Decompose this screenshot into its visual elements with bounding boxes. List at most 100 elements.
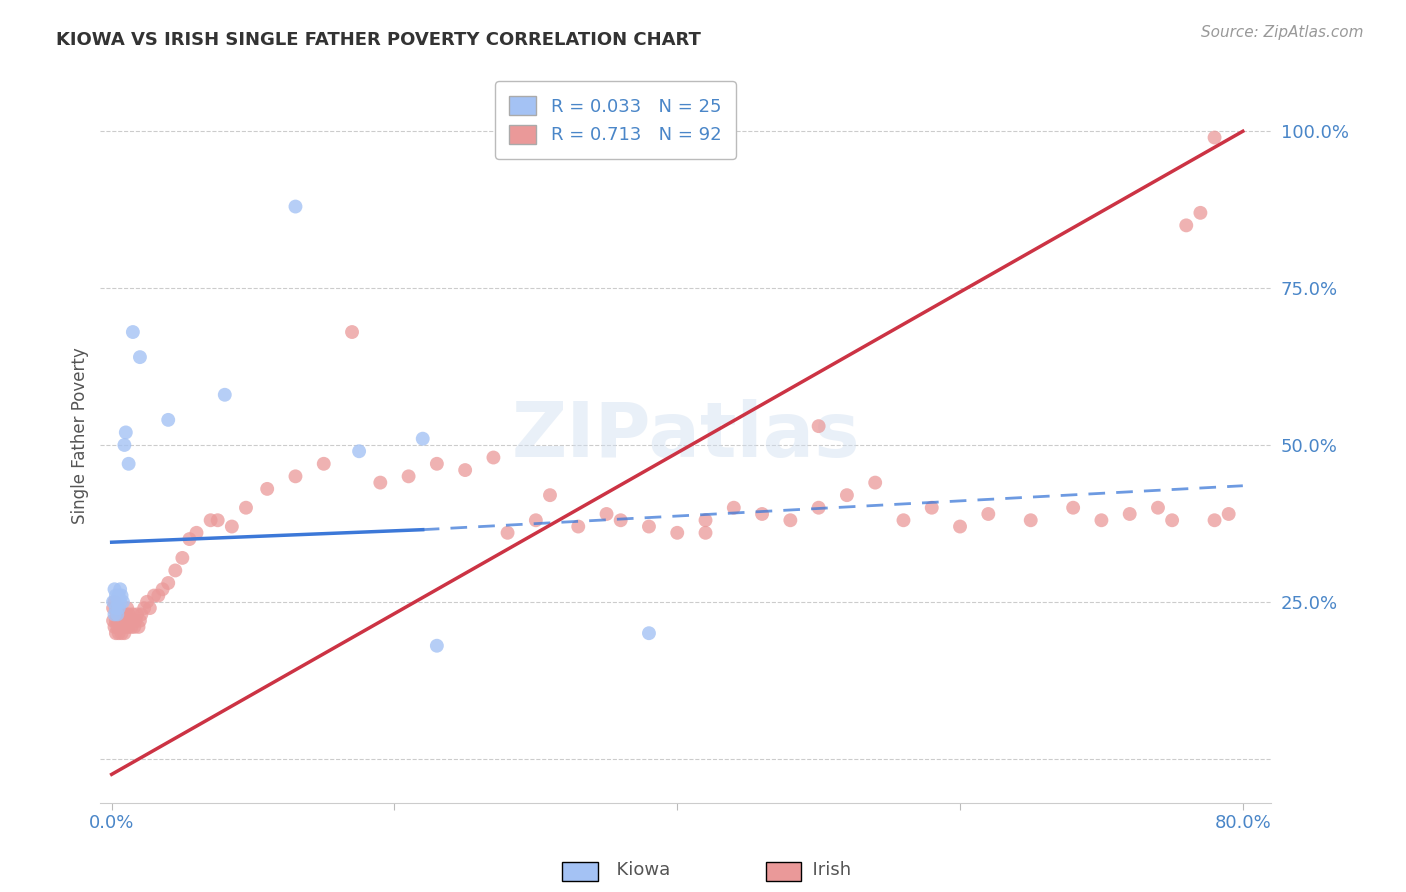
Point — [108, 595, 131, 609]
Point — [112, 614, 135, 628]
Point — [122, 325, 145, 339]
Point — [112, 626, 135, 640]
Point — [454, 463, 477, 477]
Point — [1090, 513, 1112, 527]
Point — [921, 500, 943, 515]
Text: ZIPatlas: ZIPatlas — [512, 399, 860, 473]
Point — [104, 614, 127, 628]
Point — [105, 620, 128, 634]
Point — [284, 200, 307, 214]
Point — [124, 620, 146, 634]
Point — [111, 595, 134, 609]
Point — [125, 614, 148, 628]
Point — [101, 614, 124, 628]
Point — [139, 601, 162, 615]
Point — [863, 475, 886, 490]
Point — [107, 626, 129, 640]
Point — [110, 614, 132, 628]
Point — [104, 601, 127, 615]
Point — [117, 607, 139, 622]
Point — [186, 525, 208, 540]
Point — [172, 550, 194, 565]
Point — [129, 614, 152, 628]
Point — [112, 438, 135, 452]
Point — [235, 500, 257, 515]
Point — [131, 607, 153, 622]
Point — [103, 607, 125, 622]
Point — [122, 607, 145, 622]
Point — [111, 620, 134, 634]
Point — [426, 639, 449, 653]
Point — [108, 620, 131, 634]
Point — [807, 419, 830, 434]
Point — [134, 601, 156, 615]
Point — [807, 500, 830, 515]
Point — [157, 576, 180, 591]
Point — [118, 614, 141, 628]
Point — [179, 532, 201, 546]
Point — [426, 457, 449, 471]
Point — [103, 595, 125, 609]
Y-axis label: Single Father Poverty: Single Father Poverty — [72, 347, 89, 524]
Point — [256, 482, 278, 496]
Point — [105, 595, 128, 609]
Point — [312, 457, 335, 471]
Point — [496, 525, 519, 540]
Point — [609, 513, 631, 527]
Point — [835, 488, 858, 502]
Point — [1147, 500, 1170, 515]
Point — [108, 582, 131, 597]
Point — [122, 614, 145, 628]
Point — [103, 620, 125, 634]
Point — [104, 589, 127, 603]
Point — [949, 519, 972, 533]
Point — [1175, 219, 1198, 233]
Point — [751, 507, 773, 521]
Point — [114, 607, 136, 622]
Point — [129, 350, 152, 364]
Point — [108, 607, 131, 622]
Point — [107, 614, 129, 628]
Point — [207, 513, 229, 527]
Point — [221, 519, 243, 533]
Point — [567, 519, 589, 533]
Point — [110, 626, 132, 640]
Point — [893, 513, 915, 527]
Point — [152, 582, 174, 597]
Point — [347, 444, 370, 458]
Point — [398, 469, 420, 483]
Point — [1189, 206, 1212, 220]
Point — [524, 513, 547, 527]
Point — [104, 601, 127, 615]
Point — [340, 325, 363, 339]
Point — [1019, 513, 1042, 527]
Point — [666, 525, 689, 540]
Point — [538, 488, 561, 502]
Point — [120, 620, 142, 634]
Point — [107, 601, 129, 615]
Point — [638, 519, 661, 533]
Point — [127, 607, 149, 622]
Point — [1118, 507, 1140, 521]
Point — [136, 595, 159, 609]
Point — [111, 607, 134, 622]
Text: Source: ZipAtlas.com: Source: ZipAtlas.com — [1201, 25, 1364, 40]
Point — [117, 457, 139, 471]
Point — [214, 388, 236, 402]
Point — [412, 432, 434, 446]
Point — [148, 589, 170, 603]
Point — [1161, 513, 1184, 527]
Point — [101, 601, 124, 615]
Point — [115, 601, 138, 615]
Point — [482, 450, 505, 465]
Point — [143, 589, 166, 603]
Point — [638, 626, 661, 640]
Point — [104, 626, 127, 640]
Point — [157, 413, 180, 427]
Point — [368, 475, 391, 490]
Point — [165, 564, 187, 578]
Point — [107, 601, 129, 615]
Point — [1062, 500, 1084, 515]
Point — [1204, 513, 1226, 527]
Point — [1218, 507, 1240, 521]
